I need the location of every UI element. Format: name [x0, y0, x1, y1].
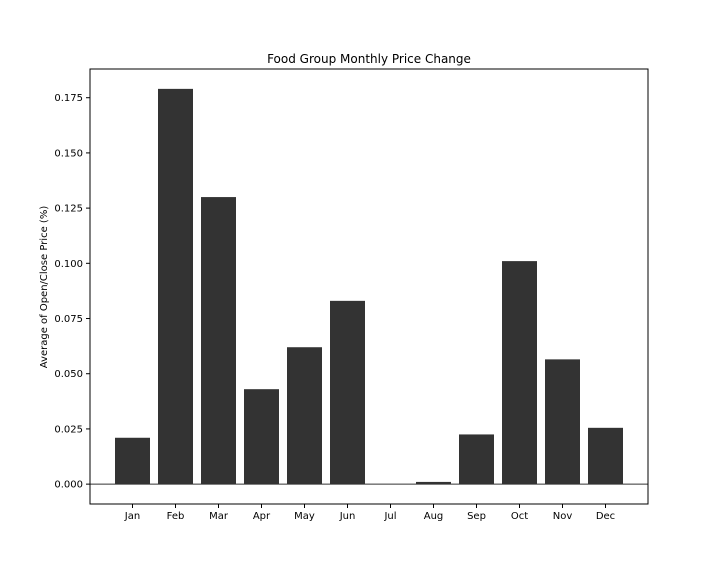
y-tick-label: 0.150	[54, 148, 83, 159]
y-tick-label: 0.125	[54, 204, 83, 215]
bar-jan	[115, 437, 150, 485]
bar-jun	[330, 300, 365, 485]
bar-oct	[502, 261, 537, 485]
x-tick-label: Jul	[383, 511, 396, 522]
y-tick-label: 0.000	[54, 480, 83, 491]
x-tick-label: Nov	[553, 511, 573, 522]
bar-apr	[244, 389, 279, 485]
x-tick-label: Apr	[253, 511, 271, 522]
x-tick-label: Dec	[596, 511, 615, 522]
bar-sep	[459, 434, 494, 485]
y-tick-label: 0.175	[54, 93, 83, 104]
plot-area: 0.000 0.025 0.050 0.075 0.100 0.125 0.150 0.175…	[54, 68, 649, 522]
bar-dec	[588, 427, 623, 485]
bar-mar	[201, 197, 236, 485]
plot-frame	[89, 68, 649, 505]
y-tick-label: 0.050	[54, 369, 83, 380]
x-tick-label: Oct	[511, 511, 528, 522]
y-axis-label: Average of Open/Close Price (%)	[39, 206, 50, 369]
bar-nov	[545, 359, 580, 485]
x-tick-label: Jun	[339, 511, 356, 522]
x-tick-label: Sep	[467, 511, 486, 522]
x-tick-label: Aug	[424, 511, 444, 522]
bar-feb	[158, 88, 193, 485]
x-tick-label: May	[294, 511, 315, 522]
y-tick-label: 0.075	[54, 314, 83, 325]
y-tick-label: 0.025	[54, 424, 83, 435]
x-tick-label: Mar	[209, 511, 229, 522]
x-tick-label: Feb	[167, 511, 185, 522]
bar-aug	[416, 481, 451, 485]
chart-title: Food Group Monthly Price Change	[267, 52, 471, 66]
x-tick-label: Jan	[124, 511, 140, 522]
bar-may	[287, 347, 322, 485]
y-tick-label: 0.100	[54, 259, 83, 270]
